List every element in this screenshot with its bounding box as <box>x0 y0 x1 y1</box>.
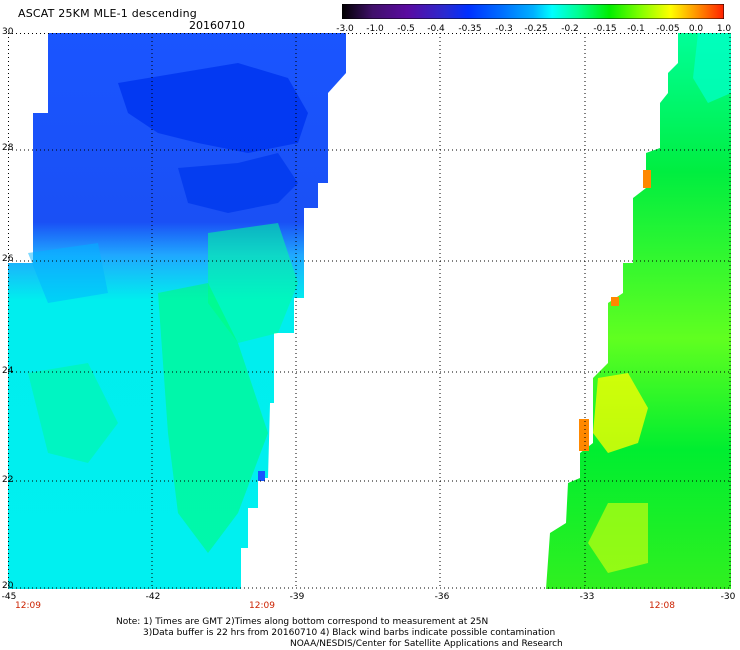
note-line: 3)Data buffer is 22 hrs from 20160710 4)… <box>143 628 556 638</box>
orange-pixel <box>643 170 651 188</box>
scale-label: -0.35 <box>458 24 482 34</box>
scale-label: -0.1 <box>627 24 645 34</box>
lat-label: 26 <box>2 254 14 264</box>
orange-pixel <box>579 419 589 451</box>
dark-blue-patch <box>118 63 308 153</box>
green-patch <box>28 363 118 463</box>
blue-pixel <box>258 471 265 481</box>
lon-label: -36 <box>434 592 450 602</box>
note-line: Note: 1) Times are GMT 2)Times along bot… <box>116 617 489 627</box>
longitude-gridlines <box>8 33 731 589</box>
lat-label: 28 <box>2 143 14 153</box>
orange-pixel <box>611 297 619 306</box>
lat-label: 20 <box>2 581 14 591</box>
scale-label: -0.15 <box>593 24 617 34</box>
time-label: 12:08 <box>649 601 675 611</box>
scale-label: 0.0 <box>688 24 704 34</box>
lon-label: -33 <box>579 592 595 602</box>
lat-label: 22 <box>2 475 14 485</box>
scale-label: -0.05 <box>656 24 680 34</box>
green-patch <box>208 223 298 343</box>
scale-label: -0.4 <box>427 24 445 34</box>
blue-patch <box>28 243 108 303</box>
lon-label: -30 <box>720 592 736 602</box>
scale-label: -0.25 <box>524 24 548 34</box>
scale-label: -0.5 <box>397 24 415 34</box>
lat-label: 24 <box>2 366 14 376</box>
scale-label: -0.3 <box>495 24 513 34</box>
color-scale-bar <box>342 4 724 19</box>
green-patch <box>158 283 268 553</box>
scale-label: -1.0 <box>366 24 384 34</box>
time-label: 12:09 <box>249 601 275 611</box>
latitude-gridlines <box>8 33 731 589</box>
right-swath <box>546 33 731 589</box>
scale-label: -3.0 <box>336 24 354 34</box>
yellow-patch <box>588 503 648 573</box>
lat-label: 30 <box>2 27 14 37</box>
yellow-patch <box>593 373 648 453</box>
product-title: ASCAT 25KM MLE-1 descending <box>18 7 197 20</box>
lon-label: -39 <box>289 592 305 602</box>
scale-label: 1.0 <box>716 24 732 34</box>
product-date: 20160710 <box>189 19 245 32</box>
dark-blue-patch <box>178 153 298 213</box>
lon-label: -45 <box>1 592 17 602</box>
credit-line: NOAA/NESDIS/Center for Satellite Applica… <box>290 639 563 649</box>
wind-map <box>8 33 731 589</box>
scale-label: -0.2 <box>561 24 579 34</box>
lon-label: -42 <box>145 592 161 602</box>
time-label: 12:09 <box>15 601 41 611</box>
cyan-patch <box>693 33 731 103</box>
color-scale-labels: -3.0 -1.0 -0.5 -0.4 -0.35 -0.3 -0.25 -0.… <box>330 24 740 36</box>
